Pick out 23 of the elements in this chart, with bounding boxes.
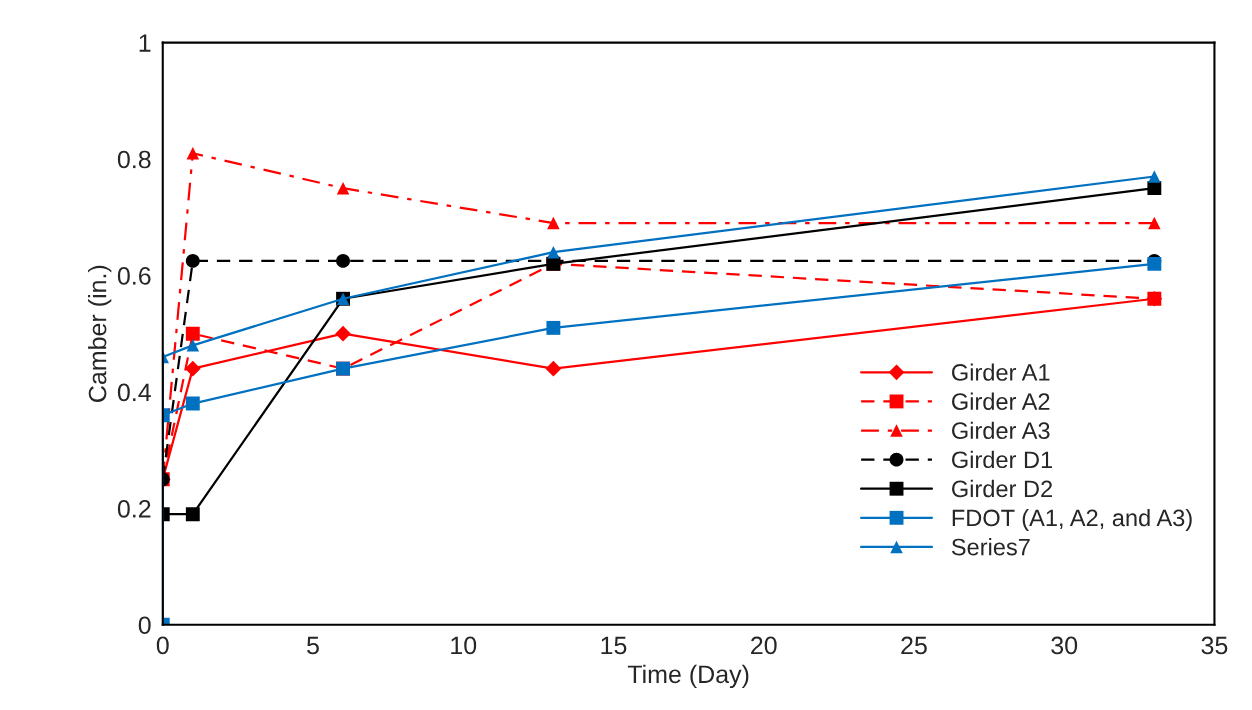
legend-label: Girder D1: [952, 450, 1053, 469]
x-axis-title: Time (Day): [627, 664, 749, 689]
y-tick-label: 0.4: [117, 383, 151, 402]
x-tick-label: 25: [901, 636, 927, 655]
x-tick-label: 15: [601, 636, 627, 655]
y-tick-label: 0: [138, 616, 151, 635]
x-tick-label: 20: [751, 636, 777, 655]
legend-label: FDOT (A1, A2, and A3): [952, 508, 1192, 531]
legend-label: Girder A2: [952, 392, 1050, 410]
y-tick-label: 0.2: [117, 499, 151, 518]
legend-label: Girder A1: [952, 363, 1050, 381]
legend-label: Girder A3: [952, 421, 1050, 440]
y-axis-title: Camber (in.): [88, 265, 112, 402]
x-tick-label: 0: [156, 636, 169, 655]
x-tick-label: 5: [307, 636, 319, 655]
legend-label: Series7: [951, 538, 1030, 556]
y-tick-label: 0.8: [117, 150, 151, 169]
x-tick-label: 10: [451, 636, 477, 655]
x-tick-label: 35: [1201, 636, 1228, 655]
y-tick-label: 1: [139, 34, 151, 52]
x-tick-label: 30: [1051, 636, 1078, 655]
legend-label: Girder D2: [952, 479, 1052, 498]
y-tick-label: 0.6: [117, 267, 151, 285]
